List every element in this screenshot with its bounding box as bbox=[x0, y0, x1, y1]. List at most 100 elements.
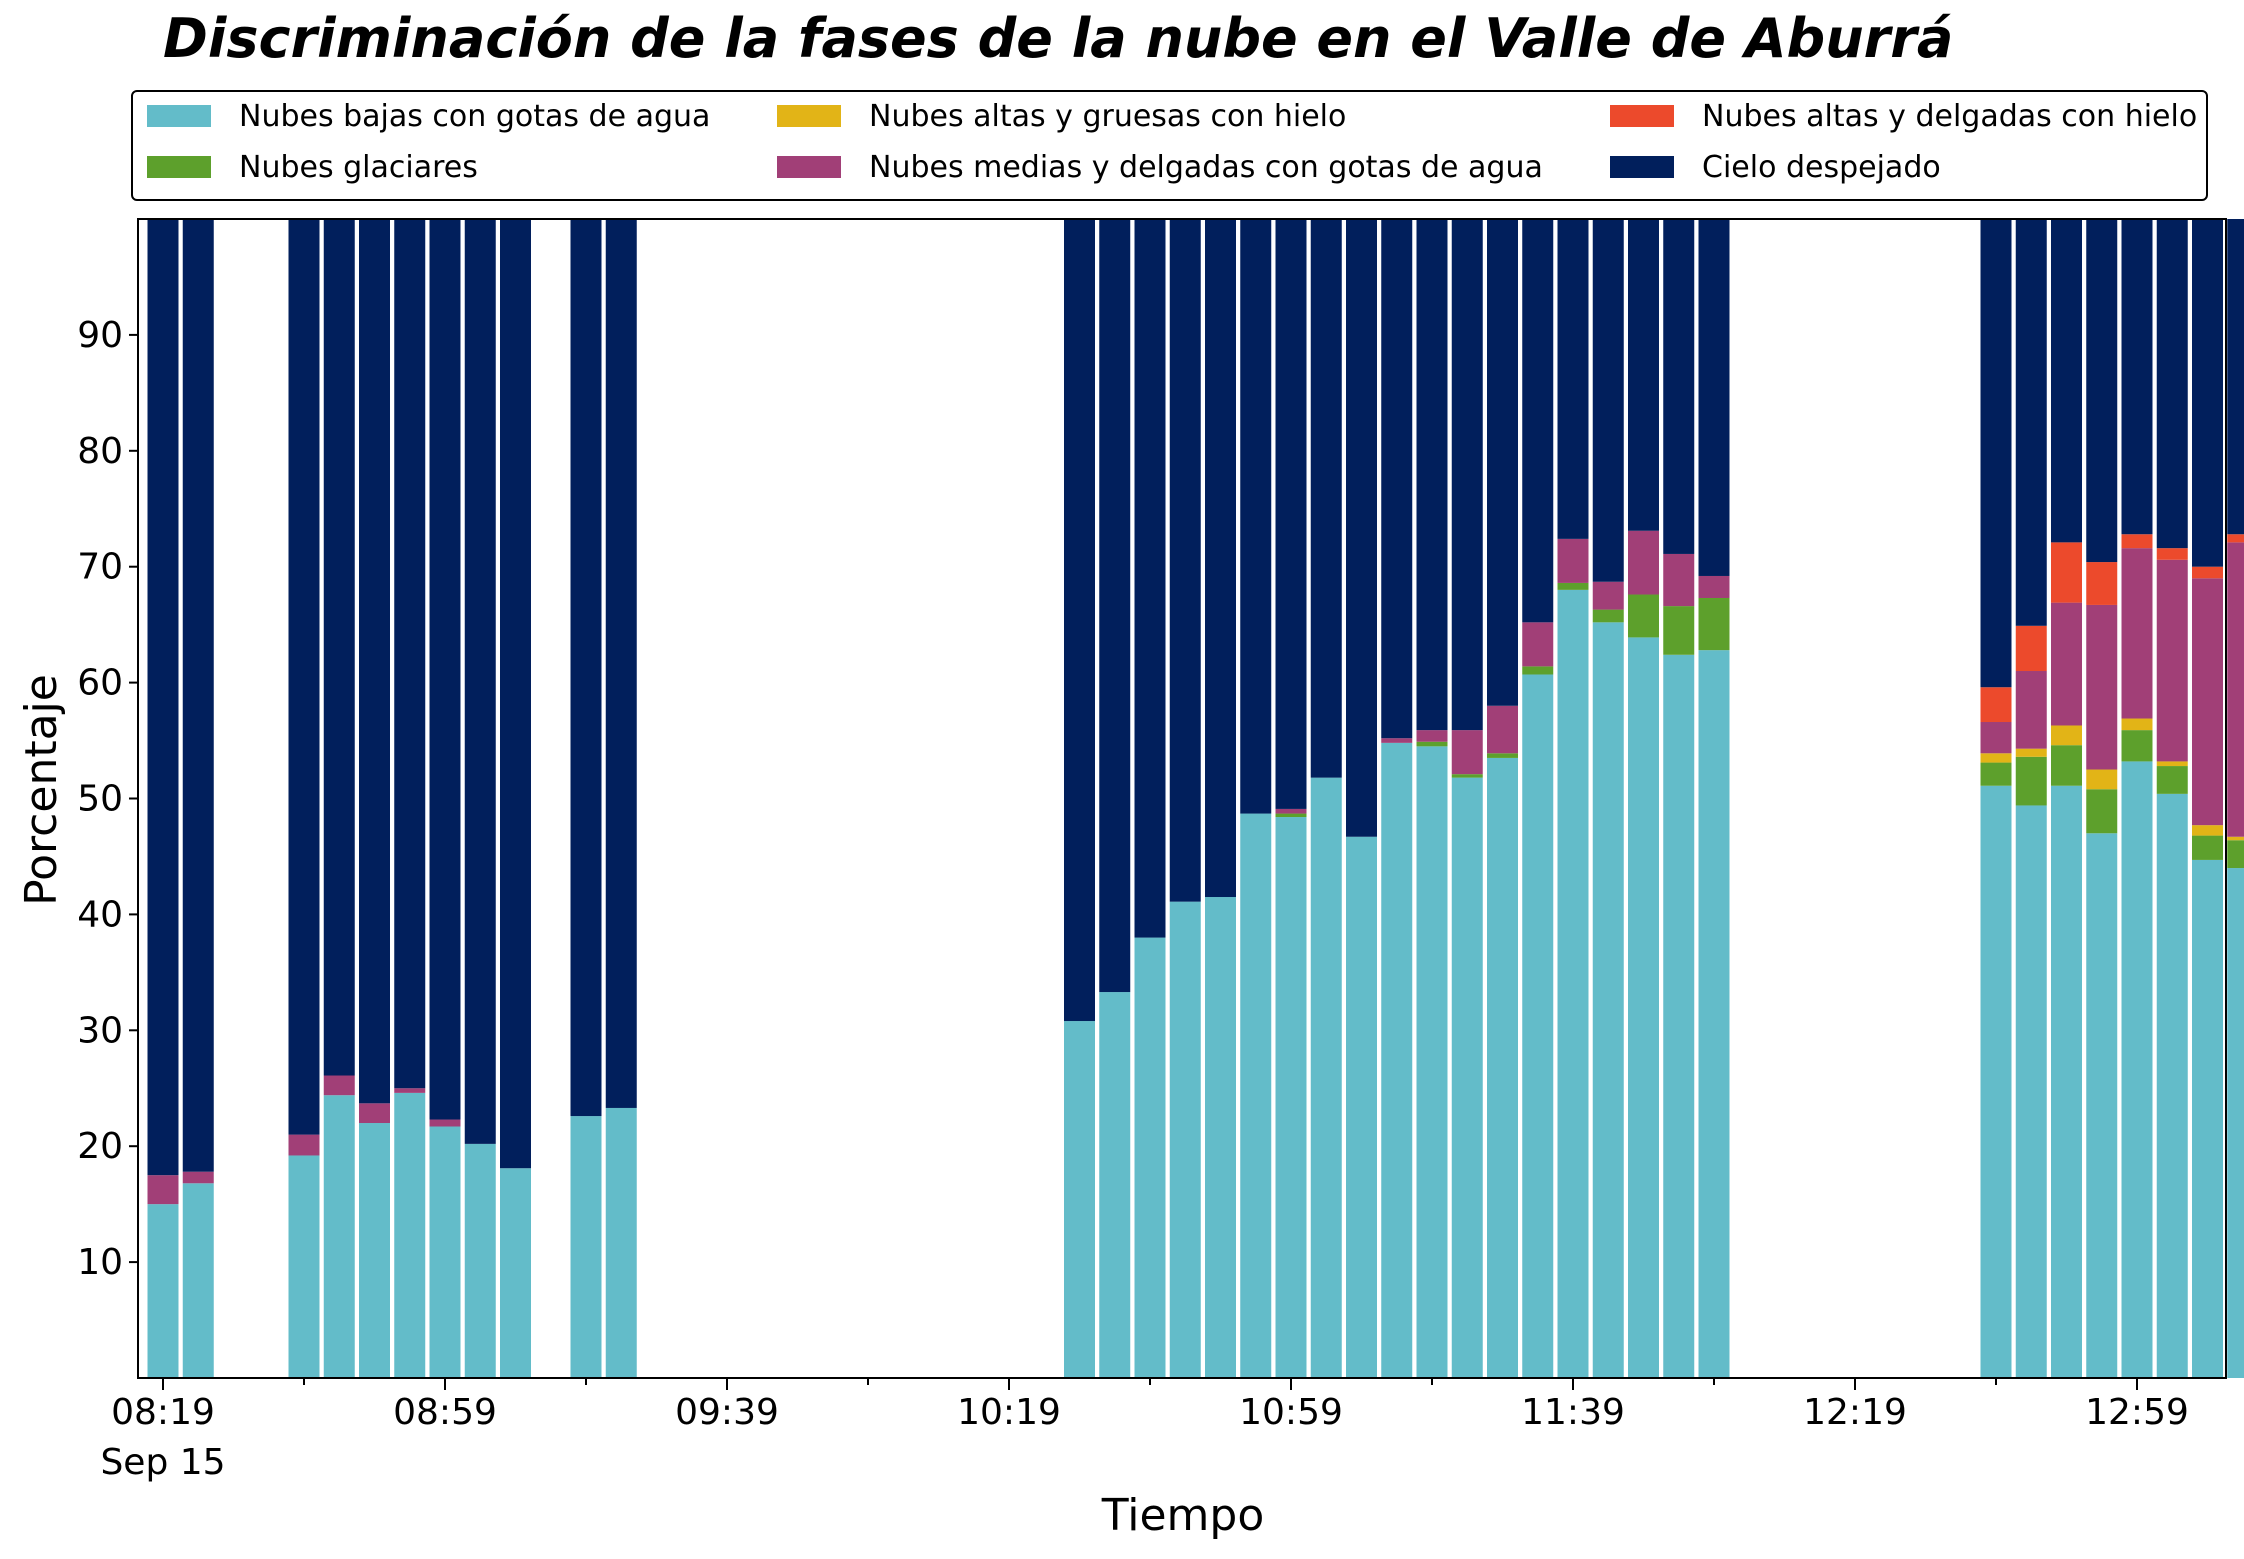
bar-nubes_bajas-33 bbox=[2086, 833, 2118, 1378]
bar-glaciares-33 bbox=[2086, 789, 2118, 834]
y-tick-label-80: 80 bbox=[77, 431, 123, 472]
y-tick-label-70: 70 bbox=[77, 547, 123, 588]
bar-stack-1114 bbox=[1381, 219, 1413, 1378]
bar-despejado-5 bbox=[394, 219, 426, 1089]
bar-glaciares-34 bbox=[2121, 730, 2153, 762]
plot-frame bbox=[137, 218, 2227, 1379]
bar-medias_delgadas-32 bbox=[2051, 602, 2082, 726]
bar-despejado-20 bbox=[1381, 219, 1413, 739]
bar-nubes_bajas-4 bbox=[359, 1123, 390, 1378]
legend-label-medias_delgadas: Nubes medias y delgadas con gotas de agu… bbox=[869, 150, 1543, 185]
bar-despejado-4 bbox=[359, 219, 390, 1104]
bar-altas_gruesas-32 bbox=[2051, 725, 2082, 746]
bar-despejado-16 bbox=[1240, 219, 1272, 814]
bar-nubes_bajas-17 bbox=[1275, 817, 1307, 1378]
bar-altas_delgadas-31 bbox=[2015, 625, 2047, 672]
bar-altas_delgadas-30 bbox=[1980, 687, 2012, 723]
bar-despejado-15 bbox=[1205, 219, 1236, 898]
legend-swatch-glaciares bbox=[147, 156, 211, 178]
bar-altas_gruesas-34 bbox=[2121, 718, 2153, 731]
bar-nubes_bajas-11 bbox=[1064, 1021, 1095, 1378]
bar-medias_delgadas-23 bbox=[1487, 705, 1518, 754]
bar-medias_delgadas-17 bbox=[1275, 808, 1307, 814]
bar-medias_delgadas-37 bbox=[2227, 542, 2244, 837]
bar-altas_gruesas-36 bbox=[2192, 825, 2223, 836]
bar-altas_delgadas-32 bbox=[2051, 542, 2082, 603]
bar-nubes_bajas-13 bbox=[1134, 937, 1166, 1378]
bar-medias_delgadas-5 bbox=[394, 1088, 426, 1093]
bar-glaciares-26 bbox=[1592, 609, 1624, 623]
bar-despejado-9 bbox=[570, 219, 602, 1117]
bar-medias_delgadas-29 bbox=[1698, 575, 1730, 598]
bar-altas_delgadas-34 bbox=[2121, 534, 2153, 549]
bar-nubes_bajas-10 bbox=[605, 1107, 637, 1378]
bar-stack-0904 bbox=[464, 219, 496, 1378]
bar-altas_delgadas-37 bbox=[2227, 534, 2244, 543]
bar-medias_delgadas-6 bbox=[429, 1119, 461, 1127]
bar-stack-0824 bbox=[182, 219, 214, 1378]
bar-stack-1109 bbox=[1346, 219, 1377, 1378]
bar-nubes_bajas-20 bbox=[1381, 742, 1413, 1378]
bar-altas_gruesas-30 bbox=[1980, 753, 2012, 763]
bar-despejado-18 bbox=[1310, 219, 1342, 778]
bar-medias_delgadas-3 bbox=[323, 1075, 355, 1096]
bar-medias_delgadas-30 bbox=[1980, 722, 2012, 754]
bar-nubes_bajas-14 bbox=[1169, 901, 1201, 1378]
x-axis-label: Tiempo bbox=[1101, 1490, 1265, 1541]
bar-altas_delgadas-36 bbox=[2192, 566, 2223, 579]
bar-despejado-29 bbox=[1698, 219, 1730, 576]
bar-nubes_bajas-30 bbox=[1980, 785, 2012, 1378]
legend-label-nubes_bajas: Nubes bajas con gotas de agua bbox=[239, 99, 710, 134]
bar-medias_delgadas-20 bbox=[1381, 738, 1413, 743]
bar-nubes_bajas-1 bbox=[182, 1183, 214, 1378]
bar-despejado-12 bbox=[1099, 219, 1131, 993]
bar-nubes_bajas-26 bbox=[1592, 622, 1624, 1378]
y-tick-label-40: 40 bbox=[77, 894, 123, 935]
y-axis: 10 20 30 40 50 60 70 80 90 bbox=[77, 315, 138, 1283]
bar-medias_delgadas-35 bbox=[2156, 559, 2188, 762]
bar-altas_gruesas-33 bbox=[2086, 769, 2118, 790]
y-tick-label-90: 90 bbox=[77, 315, 123, 356]
bar-nubes_bajas-8 bbox=[500, 1168, 531, 1378]
bar-nubes_bajas-29 bbox=[1698, 650, 1730, 1378]
bar-nubes_bajas-7 bbox=[464, 1143, 496, 1378]
legend-swatch-despejado bbox=[1610, 156, 1674, 178]
bar-medias_delgadas-26 bbox=[1592, 581, 1624, 610]
y-tick-label-60: 60 bbox=[77, 663, 123, 704]
legend-swatch-medias_delgadas bbox=[777, 156, 841, 178]
bar-stack-1154 bbox=[1663, 219, 1695, 1378]
bar-despejado-11 bbox=[1064, 219, 1095, 1022]
bar-nubes_bajas-12 bbox=[1099, 992, 1131, 1378]
legend-item-medias_delgadas: Nubes medias y delgadas con gotas de agu… bbox=[777, 150, 1543, 185]
bar-nubes_bajas-37 bbox=[2227, 868, 2244, 1378]
bar-nubes_bajas-15 bbox=[1205, 897, 1236, 1378]
bar-stack-0839 bbox=[288, 219, 320, 1378]
bar-despejado-24 bbox=[1522, 219, 1554, 623]
bar-stack-1059 bbox=[1275, 219, 1307, 1378]
bar-nubes_bajas-28 bbox=[1663, 654, 1695, 1378]
x-tick-label-0859: 08:59 bbox=[393, 1392, 497, 1433]
bar-nubes_bajas-9 bbox=[570, 1116, 602, 1378]
bar-glaciares-32 bbox=[2051, 745, 2082, 786]
bar-nubes_bajas-6 bbox=[429, 1126, 461, 1378]
bar-medias_delgadas-33 bbox=[2086, 604, 2118, 770]
bars bbox=[147, 219, 2244, 1378]
bar-despejado-21 bbox=[1416, 219, 1448, 731]
bar-despejado-35 bbox=[2156, 219, 2188, 549]
y-axis-label: Porcentaje bbox=[16, 674, 67, 906]
legend-label-altas_gruesas: Nubes altas y gruesas con hielo bbox=[869, 99, 1346, 134]
legend-item-nubes_bajas: Nubes bajas con gotas de agua bbox=[147, 99, 710, 134]
x-date-label: Sep 15 bbox=[100, 1442, 225, 1483]
legend-item-altas_gruesas: Nubes altas y gruesas con hielo bbox=[777, 99, 1346, 134]
bar-glaciares-24 bbox=[1522, 666, 1554, 675]
legend-item-altas_delgadas: Nubes altas y delgadas con hielo bbox=[1610, 99, 2197, 134]
bar-despejado-2 bbox=[288, 219, 320, 1135]
bar-stack-1304 bbox=[2156, 219, 2188, 1378]
bar-glaciares-25 bbox=[1557, 582, 1589, 590]
legend-frame bbox=[131, 90, 2208, 201]
bar-stack-1034 bbox=[1099, 219, 1131, 1378]
bar-nubes_bajas-16 bbox=[1240, 813, 1272, 1378]
bar-nubes_bajas-35 bbox=[2156, 793, 2188, 1378]
bar-nubes_bajas-27 bbox=[1628, 637, 1659, 1378]
